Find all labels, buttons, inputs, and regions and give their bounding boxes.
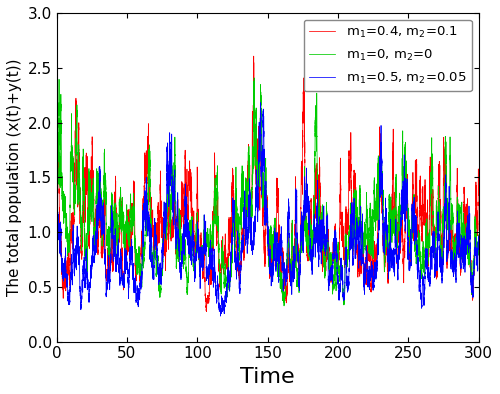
Line: m$_1$=0, m$_2$=0: m$_1$=0, m$_2$=0 <box>56 78 478 306</box>
m$_1$=0.5, m$_2$=0.05 <box>476 234 482 239</box>
m$_1$=0, m$_2$=0 <box>214 190 220 195</box>
m$_1$=0.4, m$_2$=0.1 <box>476 193 482 198</box>
m$_1$=0, m$_2$=0 <box>313 123 319 128</box>
m$_1$=0, m$_2$=0 <box>340 297 346 302</box>
m$_1$=0, m$_2$=0 <box>352 194 358 199</box>
m$_1$=0.5, m$_2$=0.05 <box>432 273 438 277</box>
m$_1$=0.4, m$_2$=0.1 <box>340 238 346 242</box>
Line: m$_1$=0.4, m$_2$=0.1: m$_1$=0.4, m$_2$=0.1 <box>56 56 478 312</box>
m$_1$=0, m$_2$=0 <box>281 303 287 308</box>
m$_1$=0.5, m$_2$=0.05 <box>340 297 346 301</box>
m$_1$=0.4, m$_2$=0.1 <box>432 231 438 236</box>
m$_1$=0.5, m$_2$=0.05 <box>258 100 264 105</box>
Y-axis label: The total population (x(t)+y(t)): The total population (x(t)+y(t)) <box>7 59 22 296</box>
m$_1$=0.4, m$_2$=0.1 <box>54 208 60 212</box>
Line: m$_1$=0.5, m$_2$=0.05: m$_1$=0.5, m$_2$=0.05 <box>56 103 478 316</box>
m$_1$=0.4, m$_2$=0.1 <box>186 175 192 180</box>
m$_1$=0.5, m$_2$=0.05 <box>218 314 224 318</box>
m$_1$=0.5, m$_2$=0.05 <box>186 245 192 250</box>
m$_1$=0.4, m$_2$=0.1 <box>313 168 319 173</box>
m$_1$=0.5, m$_2$=0.05 <box>352 206 358 211</box>
m$_1$=0.5, m$_2$=0.05 <box>54 208 60 212</box>
m$_1$=0.4, m$_2$=0.1 <box>204 309 210 314</box>
X-axis label: Time: Time <box>240 367 295 387</box>
m$_1$=0.5, m$_2$=0.05 <box>313 231 319 236</box>
m$_1$=0.4, m$_2$=0.1 <box>352 175 358 179</box>
m$_1$=0.4, m$_2$=0.1 <box>250 54 256 58</box>
m$_1$=0.5, m$_2$=0.05 <box>214 299 220 303</box>
m$_1$=0, m$_2$=0 <box>251 76 257 80</box>
m$_1$=0, m$_2$=0 <box>186 257 192 262</box>
m$_1$=0, m$_2$=0 <box>54 208 60 212</box>
m$_1$=0, m$_2$=0 <box>476 233 482 238</box>
m$_1$=0.4, m$_2$=0.1 <box>214 237 220 242</box>
Legend: m$_1$=0.4, m$_2$=0.1, m$_1$=0, m$_2$=0, m$_1$=0.5, m$_2$=0.05: m$_1$=0.4, m$_2$=0.1, m$_1$=0, m$_2$=0, … <box>304 20 472 91</box>
m$_1$=0, m$_2$=0 <box>432 246 438 251</box>
